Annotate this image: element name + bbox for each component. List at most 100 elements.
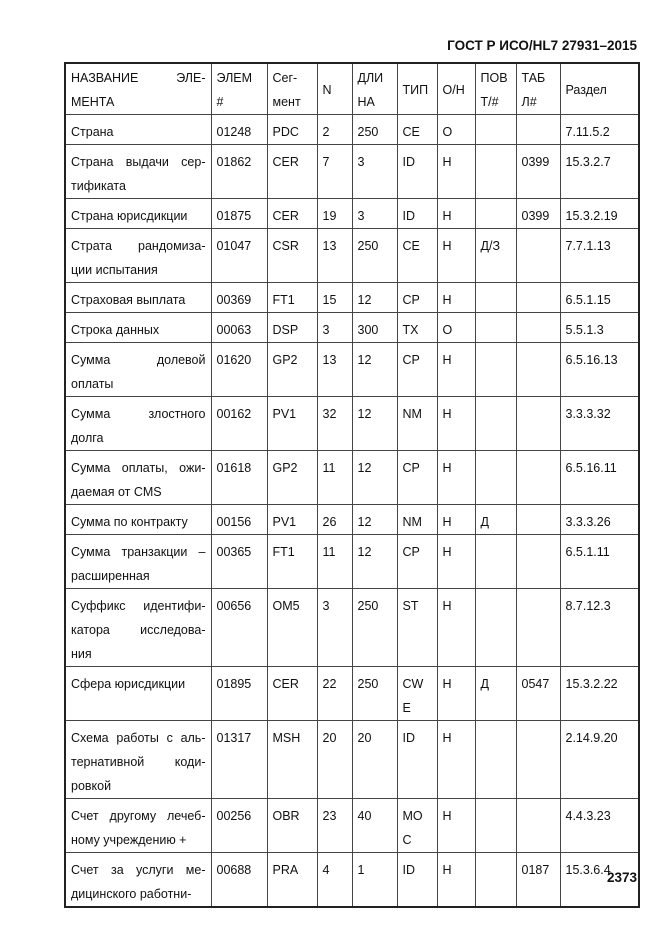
- cell-repeat: [474, 450, 517, 505]
- cell-table: [515, 282, 561, 313]
- cell-table: [515, 450, 561, 505]
- cell-length: 250: [351, 666, 398, 721]
- cell-line: Сумма злостного: [71, 407, 206, 421]
- header-line: ТИП: [402, 82, 429, 97]
- cell-table: [515, 798, 561, 853]
- cell-elem: 01862: [210, 144, 268, 199]
- cell-line: ровкой: [71, 779, 112, 793]
- cell-length: 300: [351, 312, 398, 343]
- cell-type: CE: [396, 114, 438, 145]
- cell-name: Страна выдачи сер-тификата: [64, 144, 212, 199]
- header-elem: ЭЛЕМ #: [210, 62, 268, 115]
- cell-elem: 00369: [210, 282, 268, 313]
- cell-line: CW: [402, 677, 424, 691]
- page-number: 2373: [606, 870, 637, 885]
- cell-type: NM: [396, 396, 438, 451]
- table-row: Сумма оплаты, ожи-даемая от CMS 01618 GP2 1…: [64, 450, 640, 505]
- cell-n: 3: [316, 588, 353, 667]
- cell-line: Счет за услуги ме-: [71, 863, 206, 877]
- cell-line: CE: [402, 125, 420, 139]
- cell-section: 3.3.3.32: [559, 396, 640, 451]
- cell-segment: PV1: [266, 504, 318, 535]
- cell-section: 15.3.6.4: [559, 852, 640, 908]
- cell-n: 3: [316, 312, 353, 343]
- cell-line: 300: [357, 323, 379, 337]
- cell-section: 6.5.16.13: [559, 342, 640, 397]
- header-table: ТАБ Л#: [515, 62, 561, 115]
- elements-table: НАЗВАНИЕ ЭЛЕ- МЕНТА ЭЛЕМ # Сег-мент N ДЛИ НА ТИП…: [64, 62, 640, 908]
- cell-line: Сфера юрисдикции: [71, 677, 186, 691]
- cell-name: Страна: [64, 114, 212, 145]
- cell-n: 2: [316, 114, 353, 145]
- cell-n: 4: [316, 852, 353, 908]
- cell-repeat: [474, 144, 517, 199]
- cell-line: 12: [357, 461, 372, 475]
- cell-segment: DSP: [266, 312, 318, 343]
- table-row: Сфера юрисдикции 01895 CER 22 250 CW E Н Д 0547 15…: [64, 666, 640, 721]
- cell-opt: Н: [436, 798, 476, 853]
- cell-line: катора исследова-: [71, 623, 206, 637]
- cell-n: 26: [316, 504, 353, 535]
- cell-type: CP: [396, 342, 438, 397]
- header-line: О/Н: [442, 82, 465, 97]
- cell-type: ID: [396, 720, 438, 799]
- cell-line: 12: [357, 545, 372, 559]
- cell-elem: 01047: [210, 228, 268, 283]
- header-segment: Сег-мент: [266, 62, 318, 115]
- cell-line: CP: [402, 353, 420, 367]
- cell-type: TX: [396, 312, 438, 343]
- cell-section: 7.7.1.13: [559, 228, 640, 283]
- header-line: #: [216, 94, 224, 109]
- header-name: НАЗВАНИЕ ЭЛЕ- МЕНТА: [64, 62, 212, 115]
- cell-segment: GP2: [266, 342, 318, 397]
- cell-repeat: [474, 588, 517, 667]
- cell-opt: О: [436, 114, 476, 145]
- cell-line: Счет другому лечеб-: [71, 809, 206, 823]
- cell-length: 40: [351, 798, 398, 853]
- cell-line: ID: [402, 731, 416, 745]
- cell-table: [515, 228, 561, 283]
- cell-repeat: Д: [474, 666, 517, 721]
- cell-line: тификата: [71, 179, 126, 193]
- header-opt: О/Н: [436, 62, 476, 115]
- cell-name: Строка данных: [64, 312, 212, 343]
- cell-elem: 01618: [210, 450, 268, 505]
- cell-line: оплаты: [71, 377, 114, 391]
- cell-line: ST: [402, 599, 419, 613]
- cell-type: ST: [396, 588, 438, 667]
- cell-segment: PV1: [266, 396, 318, 451]
- cell-table: [515, 342, 561, 397]
- cell-segment: CSR: [266, 228, 318, 283]
- table-row: Счет другому лечеб-ному учреждению +0025…: [64, 798, 640, 853]
- cell-n: 19: [316, 198, 353, 229]
- cell-opt: Н: [436, 228, 476, 283]
- cell-elem: 01317: [210, 720, 268, 799]
- header-line: Сег-: [272, 70, 298, 85]
- table-row: Схема работы с аль-тернативной коди-ровк…: [64, 720, 640, 799]
- cell-opt: О: [436, 312, 476, 343]
- cell-segment: CER: [266, 198, 318, 229]
- cell-line: TX: [402, 323, 419, 337]
- header-line: ЭЛЕМ: [216, 70, 253, 85]
- cell-line: 250: [357, 239, 379, 253]
- cell-table: [515, 114, 561, 145]
- header-line: Раздел: [565, 82, 607, 97]
- cell-length: 12: [351, 504, 398, 535]
- cell-opt: Н: [436, 282, 476, 313]
- table-header-row: НАЗВАНИЕ ЭЛЕ- МЕНТА ЭЛЕМ # Сег-мент N ДЛИ НА ТИП…: [64, 62, 640, 115]
- cell-line: CP: [402, 461, 420, 475]
- table-row: Сумма транзакции – расширенная 00365 FT1 11 1…: [64, 534, 640, 589]
- header-line: МЕНТА: [71, 94, 115, 109]
- cell-table: 0399: [515, 198, 561, 229]
- cell-name: Сумма злостного долга: [64, 396, 212, 451]
- header-line: Л#: [521, 94, 537, 109]
- cell-section: 15.3.2.19: [559, 198, 640, 229]
- cell-line: 3: [357, 209, 365, 223]
- cell-elem: 00688: [210, 852, 268, 908]
- cell-elem: 01875: [210, 198, 268, 229]
- cell-table: [515, 396, 561, 451]
- cell-repeat: Д/З: [474, 228, 517, 283]
- cell-section: 3.3.3.26: [559, 504, 640, 535]
- cell-line: 3: [357, 155, 365, 169]
- cell-line: ции испытания: [71, 263, 158, 277]
